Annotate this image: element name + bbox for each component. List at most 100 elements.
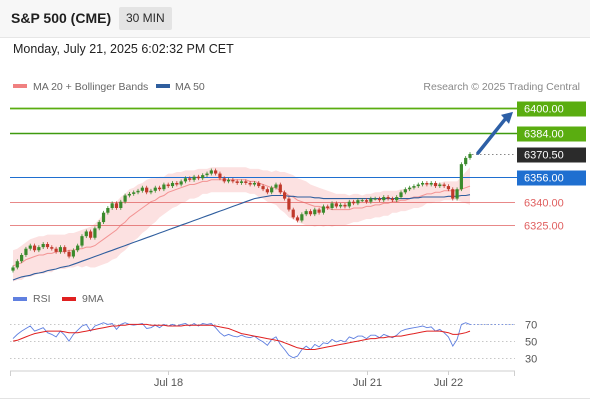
candle-body (343, 204, 347, 207)
rsi-tick-label: 70 (525, 320, 537, 332)
candle-body (145, 187, 149, 193)
candle-body (403, 189, 407, 193)
rsi-legend-swatch (13, 297, 27, 301)
candle-body (149, 190, 153, 193)
candle-body (390, 198, 394, 201)
candle-body (408, 187, 412, 190)
candle-body (330, 203, 334, 208)
candle-body (45, 244, 50, 248)
candle-body (459, 164, 463, 190)
candle-body (295, 217, 300, 221)
candle-body (196, 176, 200, 179)
candle-body (89, 231, 93, 238)
candle-body (106, 208, 110, 213)
candle-body (356, 200, 360, 204)
candle-body (360, 200, 364, 202)
bb-legend-label: MA 20 + Bollinger Bands (33, 81, 148, 93)
candle-body (399, 192, 403, 198)
candle-body (119, 201, 123, 208)
x-tick-label: Jul 22 (434, 377, 463, 389)
candle-body (71, 250, 75, 257)
candle-body (67, 251, 71, 257)
candle-body (80, 236, 84, 246)
candle-body (58, 247, 63, 252)
level-label-box (517, 147, 586, 163)
candle-body (114, 203, 119, 208)
candle-body (239, 181, 244, 183)
candle-body (166, 184, 170, 187)
candle-body (192, 176, 196, 180)
candle-body (377, 198, 382, 201)
candle-body (287, 198, 291, 210)
bollinger-band (13, 167, 470, 282)
candle-body (226, 179, 231, 182)
candle-body (218, 173, 222, 179)
candle-body (420, 182, 425, 185)
candle-body (37, 247, 41, 251)
candle-body (11, 267, 15, 271)
candle-body (429, 182, 433, 185)
level-label: 6356.00 (524, 173, 564, 185)
candle-body (153, 187, 157, 191)
candle-body (438, 184, 442, 187)
candle-body (321, 206, 326, 213)
candle-body (54, 248, 58, 252)
candle-body (442, 184, 446, 187)
candle-body (76, 245, 80, 251)
candle-body (140, 187, 144, 191)
candle-body (382, 197, 386, 201)
candle-body (231, 179, 235, 182)
candle-body (24, 248, 28, 255)
candle-body (235, 181, 239, 183)
forecast-arrow-head (501, 111, 513, 124)
candle-body (132, 192, 136, 194)
candle-body (222, 178, 226, 182)
level-label: 6400.00 (524, 104, 564, 116)
ma50-legend-swatch (156, 84, 170, 88)
rsi-ma-line (12, 323, 471, 350)
candle-body (308, 211, 313, 215)
candle-body (455, 189, 459, 199)
candle-body (183, 178, 188, 182)
rsi-tick-label: 50 (525, 337, 537, 349)
rsi-ma-legend-label: 9MA (82, 293, 104, 305)
copyright-text: Research © 2025 Trading Central (423, 81, 580, 93)
candle-body (175, 182, 179, 185)
x-tick-label: Jul 21 (353, 377, 382, 389)
candle-body (265, 189, 269, 193)
candle-body (451, 189, 455, 199)
candle-body (123, 195, 127, 202)
candle-body (170, 182, 175, 187)
level-label: 6325.00 (524, 221, 564, 233)
candle-body (15, 261, 19, 268)
level-label: 6340.00 (524, 198, 564, 210)
candle-body (313, 209, 317, 215)
candle-body (386, 197, 390, 199)
candle-body (364, 200, 369, 202)
chart-datetime: Monday, July 21, 2025 6:02:32 PM CET (13, 42, 234, 56)
ma50-legend-label: MA 50 (175, 81, 205, 93)
candle-body (300, 214, 304, 221)
instrument-title: S&P 500 (CME) (11, 10, 112, 26)
candle-body (41, 244, 45, 248)
candle-body (334, 203, 338, 207)
candle-body (50, 247, 54, 249)
candle-body (209, 170, 213, 174)
candle-body (373, 198, 377, 200)
rsi-line (12, 322, 471, 359)
candle-body (369, 198, 373, 202)
candle-body (28, 245, 32, 249)
candle-body (468, 154, 472, 158)
candle-body (317, 209, 321, 213)
level-label: 6370.50 (524, 150, 564, 162)
candle-body (157, 187, 162, 190)
interval-button[interactable]: 30 MIN (119, 7, 172, 30)
candle-body (214, 170, 218, 174)
candle-body (464, 157, 468, 165)
candle-body (93, 228, 97, 238)
candle-body (291, 209, 295, 218)
candle-body (97, 222, 101, 229)
candle-body (63, 247, 67, 252)
candle-body (278, 184, 282, 193)
candle-body (244, 181, 248, 183)
